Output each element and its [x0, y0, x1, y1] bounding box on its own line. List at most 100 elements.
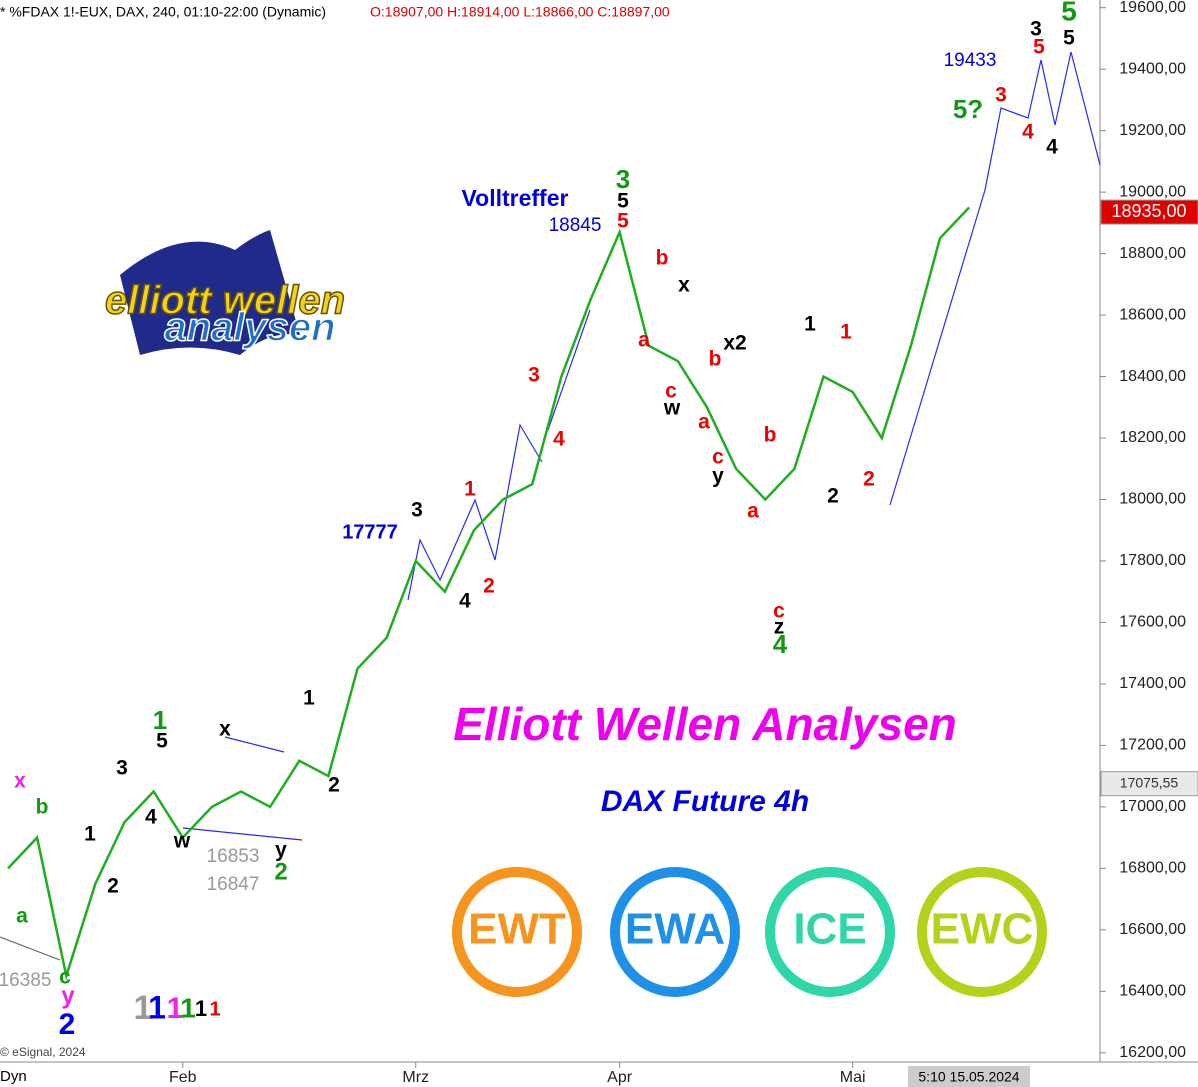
wave-label: b — [656, 247, 669, 270]
logo-text: elliott wellen — [105, 279, 345, 323]
wave-label: c — [665, 380, 677, 403]
wave-label: 2 — [274, 858, 287, 885]
y-tick-label: 19400,00 — [1119, 60, 1186, 77]
badge: EWA — [610, 867, 740, 997]
badge-label: EWT — [468, 905, 566, 954]
wave-label: c — [712, 446, 724, 469]
wave-label: 5 — [1061, 0, 1077, 26]
wave-label: y — [712, 465, 724, 488]
badge-ring — [452, 867, 582, 997]
wave-label: 1 — [148, 989, 166, 1025]
y-tick-label: 17200,00 — [1119, 737, 1186, 754]
wave-label: 5? — [953, 94, 983, 124]
badge-ring — [917, 867, 1047, 997]
wave-label: c — [773, 600, 785, 623]
logo-flag — [120, 230, 300, 355]
wave-label: 2 — [328, 774, 340, 797]
y-tick-label: 16800,00 — [1119, 860, 1186, 877]
wave-label: 1 — [804, 313, 816, 336]
x-tick-label: Apr — [607, 1069, 633, 1086]
wave-label: 1 — [303, 687, 315, 710]
y-tick-label: 17800,00 — [1119, 552, 1186, 569]
wave-label: 16847 — [207, 874, 260, 895]
wave-label: 5 — [617, 190, 629, 213]
badge: ICE — [765, 867, 895, 997]
wave-label: 1 — [167, 992, 184, 1025]
wave-label: 2 — [827, 485, 839, 508]
headline: Elliott Wellen Analysen — [453, 698, 957, 750]
wave-label: y — [275, 839, 287, 862]
wave-label: 1 — [195, 996, 207, 1021]
price-marker-label: 18935,00 — [1111, 201, 1186, 221]
wave-label: a — [747, 500, 759, 523]
wave-label: 2 — [863, 468, 875, 491]
wave-label: y — [61, 982, 75, 1009]
wave-label: x2 — [723, 332, 746, 355]
wave-drawings — [0, 51, 1101, 961]
y-tick-label: 18000,00 — [1119, 491, 1186, 508]
wave-label: z — [774, 616, 785, 639]
wave-label: 3 — [411, 499, 423, 522]
wave-label: x — [219, 718, 231, 741]
wave-label: 1 — [464, 478, 476, 501]
wave-label: 5 — [156, 730, 168, 753]
wave-label: b — [764, 424, 777, 447]
wave-label: 4 — [1022, 121, 1034, 144]
y-tick-label: 18800,00 — [1119, 245, 1186, 262]
price-marker-label: 17075,55 — [1120, 774, 1179, 790]
wave-label: a — [16, 905, 28, 928]
subheadline: DAX Future 4h — [601, 785, 809, 818]
wave-label: 4 — [773, 629, 788, 659]
time-box — [908, 1066, 1030, 1087]
wave-label: 19433 — [944, 50, 997, 71]
x-tick-label: Mai — [840, 1069, 866, 1086]
badge-label: ICE — [793, 905, 866, 954]
badge: EWT — [452, 867, 582, 997]
wave-label: 16385 — [0, 970, 51, 991]
wave-label: w — [173, 830, 191, 853]
wave-label: w — [663, 397, 681, 420]
y-tick-label: 16600,00 — [1119, 921, 1186, 938]
logo: elliott wellen analysen — [104, 230, 346, 355]
price-marker — [1100, 199, 1198, 225]
wave-label: a — [698, 411, 710, 434]
wave-label: 4 — [145, 806, 157, 829]
badge-label: EWC — [931, 905, 1034, 954]
y-tick-label: 17600,00 — [1119, 614, 1186, 631]
wave-label: 4 — [553, 428, 565, 451]
wave-label: b — [36, 796, 49, 819]
price-line — [7, 206, 971, 981]
copyright: © eSignal, 2024 — [0, 1045, 86, 1059]
y-tick-label: 17000,00 — [1119, 798, 1186, 815]
x-tick-label: Mrz — [402, 1069, 429, 1086]
wave-label: 17777 — [342, 521, 398, 543]
wave-label: b — [709, 348, 722, 371]
y-tick-label: 18200,00 — [1119, 429, 1186, 446]
wave-label: c — [59, 966, 71, 989]
chart-title: * %FDAX 1!-EUX, DAX, 240, 01:10-22:00 (D… — [0, 4, 326, 20]
logo-text: analysen — [164, 306, 335, 350]
y-tick-label: 19000,00 — [1119, 183, 1186, 200]
wave-label: Volltreffer — [462, 185, 569, 211]
footer-time: 5:10 15.05.2024 — [918, 1069, 1019, 1085]
wave-label: 3 — [616, 164, 630, 194]
wave-label: 2 — [483, 575, 495, 598]
y-tick-label: 19200,00 — [1119, 122, 1186, 139]
wave-label: 1 — [153, 705, 167, 735]
badge-ring — [765, 867, 895, 997]
ohlc-text: O:18907,00 H:18914,00 L:18866,00 C:18897… — [370, 4, 670, 20]
y-tick-label: 18400,00 — [1119, 368, 1186, 385]
y-tick-label: 16400,00 — [1119, 983, 1186, 1000]
wave-label: x — [14, 770, 26, 793]
y-tick-label: 17400,00 — [1119, 675, 1186, 692]
footer-left: Dyn — [0, 1068, 27, 1085]
wave-label: 2 — [107, 875, 119, 898]
wave-label: 5 — [1033, 36, 1045, 59]
wave-label: x — [678, 274, 690, 297]
badge: EWC — [917, 867, 1047, 997]
badge-label: EWA — [625, 905, 725, 954]
wave-label: 4 — [459, 590, 471, 613]
wave-label: 1 — [134, 989, 153, 1027]
wave-label: 1 — [84, 823, 96, 846]
